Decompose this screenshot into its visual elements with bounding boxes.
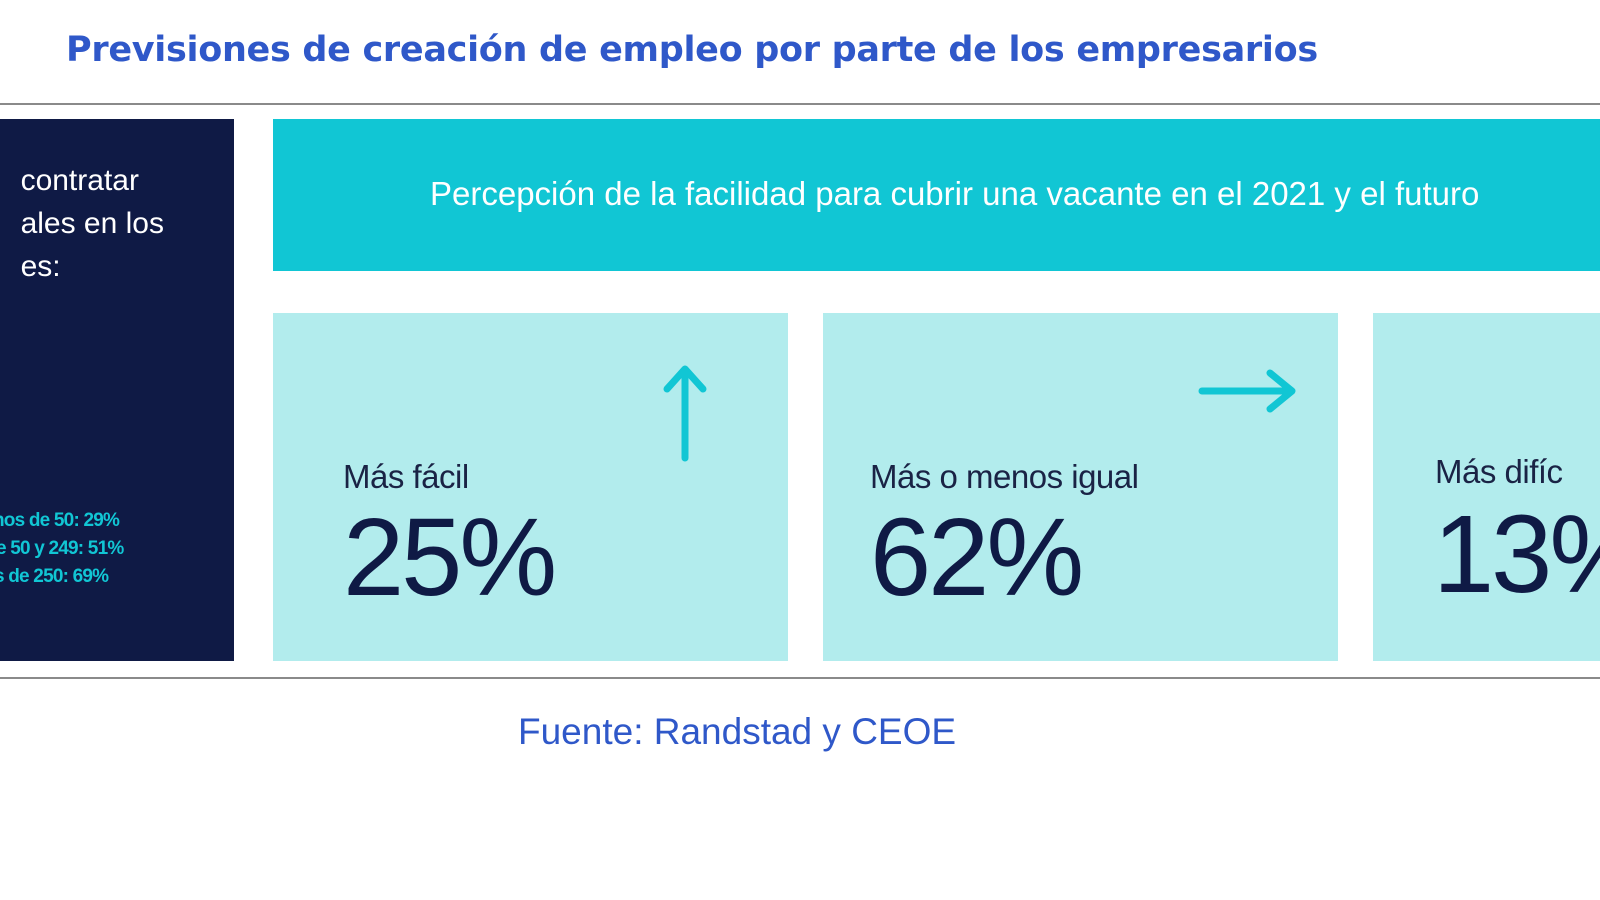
card-label: Más o menos igual (870, 458, 1139, 495)
arrow-up-icon (663, 365, 707, 462)
source-caption: Fuente: Randstad y CEOE (518, 711, 957, 752)
card-label: Más difíc (1435, 453, 1563, 490)
company-size-stat: nos de 50: 29% (0, 510, 120, 531)
company-size-stat: e 50 y 249: 51% (0, 538, 124, 559)
hiring-intent-line: ales en los (20, 207, 164, 240)
top-divider (0, 103, 1600, 105)
card-value: 25% (343, 496, 557, 619)
page-title: Previsiones de creación de empleo por pa… (66, 30, 1318, 70)
arrow-right-icon (1198, 369, 1296, 413)
card-same: Más o menos igual 62% (823, 313, 1338, 661)
card-harder: Más difíc 13% (1373, 313, 1600, 661)
bottom-divider (0, 677, 1600, 679)
company-size-stat: s de 250: 69% (0, 566, 109, 587)
card-value: 13% (1433, 493, 1600, 616)
company-size-stats: nos de 50: 29% e 50 y 249: 51% s de 250:… (0, 507, 127, 591)
card-label: Más fácil (343, 458, 469, 495)
banner-text: Percepción de la facilidad para cubrir u… (430, 175, 1480, 212)
hiring-intent-text: contratar ales en los es: (21, 159, 164, 288)
hiring-intent-panel: contratar ales en los es: nos de 50: 29%… (0, 119, 234, 661)
hiring-intent-line: contratar (20, 164, 139, 197)
card-easier: Más fácil 25% (273, 313, 788, 661)
perception-banner: Percepción de la facilidad para cubrir u… (273, 119, 1600, 271)
hiring-intent-line: es: (20, 250, 61, 283)
card-value: 62% (870, 496, 1084, 619)
